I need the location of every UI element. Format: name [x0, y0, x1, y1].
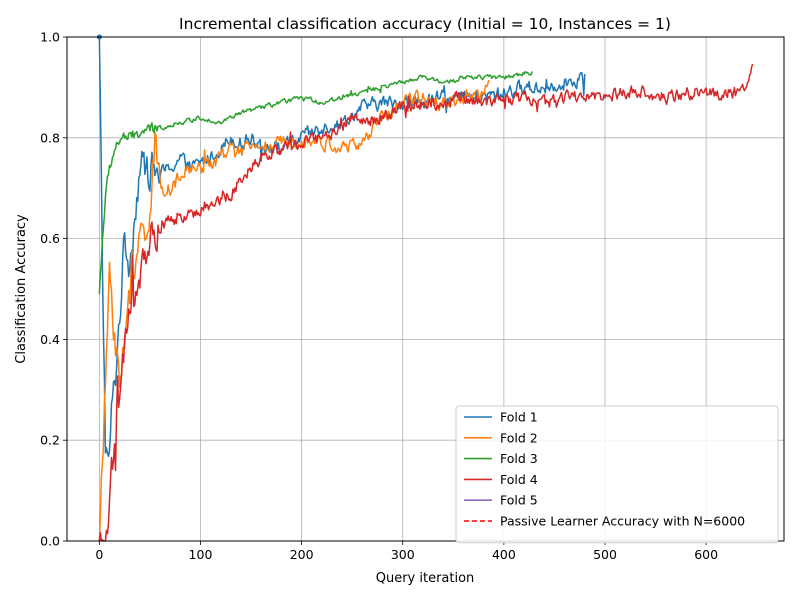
legend-label: Fold 5: [500, 493, 538, 508]
y-axis: 0.0 0.2 0.4 0.6 0.8 1.0: [40, 30, 67, 549]
x-axis: 0 100 200 300 400 500 600: [95, 541, 718, 562]
x-tick-label: 500: [593, 547, 617, 562]
legend-box: [455, 405, 779, 544]
x-tick-label: 300: [391, 547, 415, 562]
legend-label: Fold 2: [500, 430, 538, 445]
chart-title: Incremental classification accuracy (Ini…: [179, 15, 671, 33]
legend-label: Passive Learner Accuracy with N=6000: [500, 514, 745, 529]
y-tick-label: 0.0: [40, 534, 60, 549]
legend-label: Fold 4: [500, 472, 538, 487]
legend-label: Fold 3: [500, 451, 538, 466]
legend[interactable]: Fold 1 Fold 2 Fold 3 Fold 4 Fold 5 Passive Le…: [455, 405, 779, 544]
x-tick-label: 100: [189, 547, 213, 562]
legend-label: Fold 1: [500, 410, 538, 425]
x-tick-label: 400: [492, 547, 516, 562]
x-axis-label: Query iteration: [376, 571, 475, 586]
series-line-4: [98, 63, 754, 542]
series-line-3: [98, 70, 533, 295]
y-axis-label: Classification Accuracy: [14, 214, 29, 364]
plot-area: [96, 34, 754, 542]
x-tick-label: 200: [290, 547, 314, 562]
y-tick-label: 0.4: [40, 332, 60, 347]
y-tick-label: 1.0: [40, 30, 60, 45]
axes-frame: [66, 36, 785, 542]
y-tick-label: 0.6: [40, 231, 60, 246]
x-tick-label: 600: [694, 547, 718, 562]
y-tick-label: 0.2: [40, 433, 60, 448]
x-tick-label: 0: [95, 547, 103, 562]
y-tick-label: 0.8: [40, 130, 60, 145]
